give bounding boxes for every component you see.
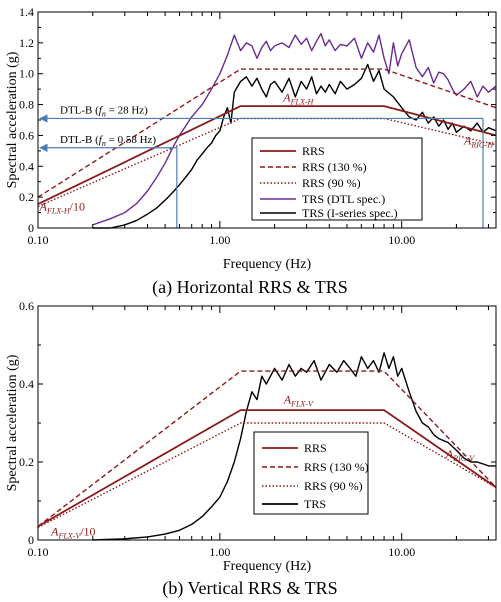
flx-h-low-label: AFLX-H/10 xyxy=(39,199,85,215)
series-line-1 xyxy=(37,68,497,198)
chart-horizontal: 0 0.2 0.4 0.6 0.8 1.0 1.2 1.4 0.10 1.00 10.00 Spec… xyxy=(5,5,497,298)
flx-v-sub: FLX-V xyxy=(290,400,314,409)
rig-v-label: ARIG-V xyxy=(445,447,475,463)
series-line-3 xyxy=(92,352,496,541)
legend-label-rrs-90: RRS (90 %) xyxy=(304,479,363,493)
flx-h-low-sub: FLX-H xyxy=(46,206,71,215)
y-tick-label: 0.8 xyxy=(19,98,34,112)
dtl-28-prefix: DTL-B ( xyxy=(60,105,99,117)
series-line-3 xyxy=(92,32,497,226)
flx-h-low-suffix: /10 xyxy=(70,199,85,213)
x-axis-label: Frequency (Hz) xyxy=(223,559,312,574)
flx-h-low-base: A xyxy=(39,199,48,213)
x-tick-label: 1.00 xyxy=(209,545,230,559)
legend-label-trs-iseries: TRS (I-series spec.) xyxy=(302,206,398,220)
legend-label-rrs: RRS xyxy=(304,441,327,455)
tick-group: 0 0.2 0.4 0.6 0.8 1.0 1.2 1.4 0.10 1.00 10.00 xyxy=(19,5,496,247)
y-axis-label: Spectral acceleration (g) xyxy=(5,51,20,188)
chart-vertical: 0 0.2 0.4 0.6 0.10 1.00 10.00 Spectral acceler… xyxy=(5,299,497,599)
series-line-0 xyxy=(37,105,497,205)
tick-group: 0 0.2 0.4 0.6 0.10 1.00 10.00 xyxy=(19,299,496,559)
legend: RRS RRS (130 %) RRS (90 %) TRS (DTL spec… xyxy=(251,137,423,221)
y-tick-label: 0.4 xyxy=(19,159,34,173)
flx-v-low-base: A xyxy=(50,524,59,538)
dtl-058-f: f xyxy=(99,134,104,146)
dtl-058-suffix: = 0.58 Hz) xyxy=(106,134,157,146)
y-tick-label: 0.4 xyxy=(19,377,34,391)
x-axis-label: Frequency (Hz) xyxy=(223,257,312,272)
x-tick-label: 10.00 xyxy=(388,233,415,247)
flx-v-low-label: AFLX-V/10 xyxy=(50,524,95,540)
legend-label-rrs-130: RRS (130 %) xyxy=(302,160,367,174)
y-tick-label: 0 xyxy=(28,533,34,547)
dtl-28-f: f xyxy=(99,105,104,117)
dtl-058-prefix: DTL-B ( xyxy=(60,134,99,146)
dtl-28-suffix: = 28 Hz) xyxy=(106,105,148,117)
y-axis-label: Spectral acceleration (g) xyxy=(5,354,20,491)
legend-label-trs: TRS xyxy=(304,497,326,511)
flx-h-sub: FLX-H xyxy=(290,98,315,107)
legend-label-trs-dtl: TRS (DTL spec.) xyxy=(302,192,385,206)
y-tick-label: 1.4 xyxy=(19,5,34,19)
rig-h-label: ARIG-H xyxy=(463,134,494,150)
flx-v-label: AFLX-V xyxy=(283,393,314,409)
x-tick-label: 10.00 xyxy=(388,545,415,559)
y-tick-label: 0 xyxy=(28,221,34,235)
y-tick-label: 1.2 xyxy=(19,36,34,50)
y-tick-label: 0.6 xyxy=(19,128,34,142)
y-tick-label: 0.6 xyxy=(19,299,34,313)
legend-label-rrs: RRS xyxy=(302,144,325,158)
legend-label-rrs-130: RRS (130 %) xyxy=(304,460,369,474)
dtl-28-label: DTL-B (fn = 28 Hz) xyxy=(60,105,148,119)
y-tick-label: 0.2 xyxy=(19,190,34,204)
chart-caption: (a) Horizontal RRS & TRS xyxy=(152,277,348,298)
dtl-marker-group xyxy=(39,114,484,228)
x-tick-label: 0.10 xyxy=(28,545,49,559)
dtl-058-sub: n xyxy=(102,139,106,148)
series-group xyxy=(37,352,497,541)
dtl-28-sub: n xyxy=(102,110,106,119)
flx-h-base: A xyxy=(282,91,291,105)
flx-v-low-sub: FLX-V xyxy=(57,531,81,540)
dtl-058-label: DTL-B (fn = 0.58 Hz) xyxy=(60,134,156,148)
chart-caption: (b) Vertical RRS & TRS xyxy=(162,578,337,599)
y-tick-label: 1.0 xyxy=(19,67,34,81)
flx-v-base: A xyxy=(283,393,292,407)
x-tick-label: 0.10 xyxy=(28,233,49,247)
legend-label-rrs-90: RRS (90 %) xyxy=(302,176,361,190)
flx-h-label: AFLX-H xyxy=(282,91,314,107)
y-tick-label: 0.2 xyxy=(19,455,34,469)
rig-h-base: A xyxy=(463,134,472,148)
rig-h-sub: RIG-H xyxy=(470,141,494,150)
flx-v-low-suffix: /10 xyxy=(80,524,95,538)
legend: RRS RRS (130 %) RRS (90 %) TRS xyxy=(253,431,369,515)
rig-v-sub: RIG-V xyxy=(452,454,475,463)
rig-v-base: A xyxy=(445,447,454,461)
series-line-0 xyxy=(37,409,497,528)
x-tick-label: 1.00 xyxy=(209,233,230,247)
legend-box xyxy=(253,431,369,515)
